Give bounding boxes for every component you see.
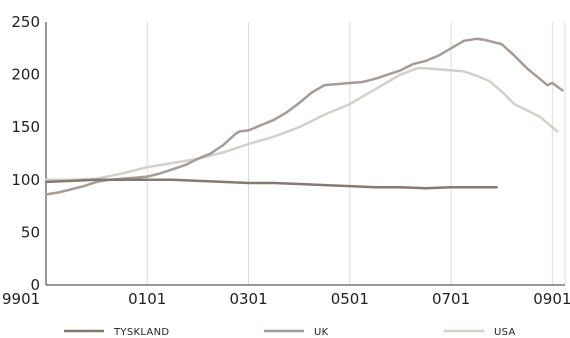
legend: TYSKLAND UK USA <box>64 327 516 338</box>
series-lines <box>44 37 564 196</box>
x-tick-label: 0501 <box>331 290 369 308</box>
y-tick-label: 50 <box>21 223 40 241</box>
x-tick-label: 9901 <box>2 290 40 308</box>
x-tick-label: 0701 <box>432 290 470 308</box>
x-tick-label: 0101 <box>128 290 166 308</box>
y-tick-label: 150 <box>11 118 40 136</box>
series-line-usa <box>44 67 559 182</box>
x-tick-label: 0301 <box>229 290 267 308</box>
x-tick-label: 0901 <box>533 290 570 308</box>
axes <box>45 22 565 286</box>
y-tick-label: 0 <box>30 276 40 294</box>
grid-lines <box>45 22 566 285</box>
legend-label-usa: USA <box>494 327 516 338</box>
y-tick-label: 200 <box>11 66 40 84</box>
legend-label-tyskland: TYSKLAND <box>113 327 169 338</box>
series-line-uk <box>44 37 564 196</box>
y-tick-label: 250 <box>11 13 40 31</box>
y-tick-label: 100 <box>11 171 40 189</box>
y-tick-labels: 0 50 100 150 200 250 <box>11 13 40 294</box>
series-line-tyskland <box>44 178 498 190</box>
legend-label-uk: UK <box>314 327 329 338</box>
x-tick-labels: 9901 0101 0301 0501 0701 0901 <box>2 290 570 308</box>
